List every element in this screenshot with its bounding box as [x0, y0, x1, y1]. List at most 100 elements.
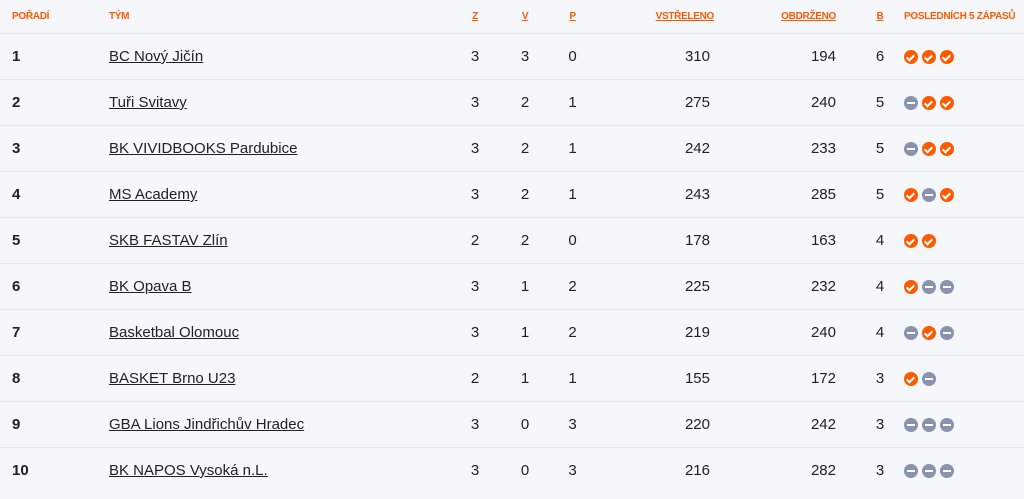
loss-minus-icon — [922, 280, 936, 295]
table-row: 2 Tuři Svitavy 3 2 1 275 240 5 — [0, 79, 1024, 126]
points-scored: 216 — [684, 462, 710, 479]
points-scored-cell: 178 — [590, 217, 714, 264]
losses: 2 — [555, 263, 590, 310]
wins: 0 — [495, 447, 555, 493]
losses: 1 — [555, 125, 590, 172]
points-conceded-cell: 240 — [714, 79, 860, 126]
standing-points: 6 — [860, 33, 900, 80]
table-row: 5 SKB FASTAV Zlín 2 2 0 178 163 4 — [0, 217, 1024, 264]
games-played: 3 — [455, 263, 495, 310]
team-link[interactable]: BK Opava B — [109, 278, 192, 295]
points-scored: 178 — [684, 232, 710, 249]
header-team: TÝM — [109, 11, 130, 22]
header-b[interactable]: B — [876, 11, 884, 22]
team-cell: Tuři Svitavy — [109, 79, 455, 126]
games-played: 3 — [455, 401, 495, 448]
rank-cell: 7 — [0, 309, 109, 356]
games-played: 2 — [455, 217, 495, 264]
header-scored[interactable]: VSTŘELENO — [655, 11, 715, 22]
standing-points: 5 — [860, 79, 900, 126]
team-link[interactable]: BK VIVIDBOOKS Pardubice — [109, 140, 298, 157]
points-conceded: 233 — [810, 140, 836, 157]
losses: 0 — [555, 33, 590, 80]
team-link[interactable]: SKB FASTAV Zlín — [109, 232, 228, 249]
standing-points: 4 — [860, 309, 900, 356]
team-cell: BK NAPOS Vysoká n.L. — [109, 447, 455, 493]
points-conceded-cell: 233 — [714, 125, 860, 172]
last-five-form — [900, 401, 1024, 448]
points-conceded-cell: 240 — [714, 309, 860, 356]
games-played: 3 — [455, 79, 495, 126]
header-last5: POSLEDNÍCH 5 ZÁPASŮ — [904, 11, 1016, 22]
loss-minus-icon — [904, 464, 918, 479]
rank-cell: 1 — [0, 33, 109, 80]
losses: 1 — [555, 171, 590, 218]
win-check-icon — [904, 280, 918, 295]
win-check-icon — [922, 96, 936, 111]
points-scored: 310 — [684, 48, 710, 65]
win-check-icon — [922, 142, 936, 157]
games-played: 3 — [455, 33, 495, 80]
last-five-form — [900, 33, 1024, 80]
points-conceded: 285 — [810, 186, 836, 203]
win-check-icon — [904, 372, 918, 387]
last-five-form — [900, 125, 1024, 172]
team-cell: BC Nový Jičín — [109, 33, 455, 80]
team-cell: BK VIVIDBOOKS Pardubice — [109, 125, 455, 172]
wins: 2 — [495, 79, 555, 126]
standing-points: 4 — [860, 263, 900, 310]
team-link[interactable]: Tuři Svitavy — [109, 94, 187, 111]
points-scored: 219 — [684, 324, 710, 341]
team-cell: Basketbal Olomouc — [109, 309, 455, 356]
table-row: 6 BK Opava B 3 1 2 225 232 4 — [0, 263, 1024, 310]
team-link[interactable]: MS Academy — [109, 186, 198, 203]
win-check-icon — [904, 50, 918, 65]
wins: 2 — [495, 217, 555, 264]
points-scored: 275 — [684, 94, 710, 111]
team-link[interactable]: GBA Lions Jindřichův Hradec — [109, 416, 305, 433]
header-z[interactable]: Z — [472, 11, 478, 22]
rank: 3 — [12, 140, 21, 157]
team-link[interactable]: BC Nový Jičín — [109, 48, 204, 65]
standing-points: 3 — [860, 447, 900, 493]
header-p[interactable]: P — [569, 11, 576, 22]
wins: 3 — [495, 33, 555, 80]
last-five-form — [900, 309, 1024, 356]
last-five-form — [900, 79, 1024, 126]
loss-minus-icon — [904, 142, 918, 157]
loss-minus-icon — [922, 464, 936, 479]
losses: 2 — [555, 309, 590, 356]
games-played: 3 — [455, 447, 495, 493]
points-scored-cell: 310 — [590, 33, 714, 80]
points-conceded-cell: 172 — [714, 355, 860, 402]
header-conceded[interactable]: OBDRŽENO — [781, 11, 836, 22]
team-link[interactable]: Basketbal Olomouc — [109, 324, 240, 341]
losses: 1 — [555, 355, 590, 402]
loss-minus-icon — [922, 372, 936, 387]
rank-cell: 2 — [0, 79, 109, 126]
win-check-icon — [922, 234, 936, 249]
rank-cell: 4 — [0, 171, 109, 218]
rank-cell: 5 — [0, 217, 109, 264]
table-row: 7 Basketbal Olomouc 3 1 2 219 240 4 — [0, 309, 1024, 356]
rank-cell: 8 — [0, 355, 109, 402]
points-scored-cell: 275 — [590, 79, 714, 126]
rank: 2 — [12, 94, 21, 111]
header-v[interactable]: V — [521, 11, 529, 22]
points-conceded: 232 — [810, 278, 836, 295]
standing-points: 5 — [860, 125, 900, 172]
points-scored: 155 — [684, 370, 710, 387]
table-row: 4 MS Academy 3 2 1 243 285 5 — [0, 171, 1024, 218]
points-conceded: 172 — [810, 370, 836, 387]
team-link[interactable]: BASKET Brno U23 — [109, 370, 236, 387]
wins: 1 — [495, 355, 555, 402]
standing-points: 4 — [860, 217, 900, 264]
team-cell: MS Academy — [109, 171, 455, 218]
points-conceded-cell: 282 — [714, 447, 860, 493]
points-conceded: 240 — [810, 324, 836, 341]
header-rank: POŘADÍ — [12, 11, 50, 22]
loss-minus-icon — [940, 418, 954, 433]
team-cell: GBA Lions Jindřichův Hradec — [109, 401, 455, 448]
rank: 7 — [12, 324, 21, 341]
team-link[interactable]: BK NAPOS Vysoká n.L. — [109, 462, 268, 479]
